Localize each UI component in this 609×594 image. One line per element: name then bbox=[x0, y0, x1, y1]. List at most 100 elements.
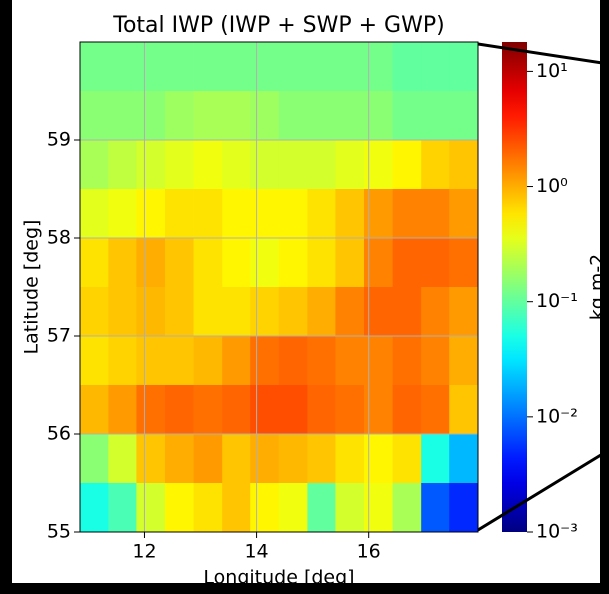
heatmap-cell bbox=[421, 42, 451, 92]
heatmap-cell bbox=[250, 434, 280, 484]
heatmap-cell bbox=[449, 238, 479, 288]
heatmap-cell bbox=[392, 42, 422, 92]
heatmap-cell bbox=[421, 434, 451, 484]
colorbar-tick-label: 10⁻³ bbox=[536, 521, 578, 543]
heatmap-cell bbox=[278, 385, 308, 435]
heatmap-cell bbox=[392, 238, 422, 288]
heatmap-cell bbox=[79, 336, 109, 386]
heatmap-cell bbox=[79, 42, 109, 92]
heatmap-cell bbox=[222, 189, 252, 239]
heatmap-cell bbox=[449, 91, 479, 141]
heatmap-cell bbox=[392, 287, 422, 337]
x-tick-label: 16 bbox=[357, 541, 381, 563]
heatmap-cell bbox=[278, 238, 308, 288]
plot-frame bbox=[79, 41, 479, 533]
heatmap-cell bbox=[335, 287, 365, 337]
heatmap-cell bbox=[165, 140, 194, 190]
heatmap-cell bbox=[79, 287, 109, 337]
heatmap-cell bbox=[250, 287, 280, 337]
heatmap-cell bbox=[335, 189, 365, 239]
heatmap-cell bbox=[193, 91, 223, 141]
heatmap-cell bbox=[193, 336, 223, 386]
heatmap-cell bbox=[136, 91, 166, 141]
heatmap-cell bbox=[165, 189, 194, 239]
heatmap-cell bbox=[392, 483, 422, 533]
y-tick-label: 55 bbox=[47, 521, 71, 543]
heatmap-cell bbox=[335, 336, 365, 386]
heatmap-cell bbox=[222, 238, 252, 288]
colorbar-label: kg m-2 bbox=[587, 254, 609, 321]
heatmap-cell bbox=[222, 336, 252, 386]
heatmap-cell bbox=[165, 483, 194, 533]
heatmap-cell bbox=[278, 287, 308, 337]
heatmap-cell bbox=[421, 483, 451, 533]
heatmap-cell bbox=[449, 385, 479, 435]
heatmap-cell bbox=[335, 42, 365, 92]
heatmap-cell bbox=[421, 287, 451, 337]
heatmap-cell bbox=[449, 42, 479, 92]
heatmap-cell bbox=[421, 385, 451, 435]
heatmap-cell bbox=[307, 287, 337, 337]
heatmap-cell bbox=[136, 140, 166, 190]
heatmap-cell bbox=[335, 91, 365, 141]
heatmap-cell bbox=[136, 238, 166, 288]
heatmap-cell bbox=[79, 434, 109, 484]
heatmap-cell bbox=[392, 434, 422, 484]
heatmap-cell bbox=[250, 385, 280, 435]
heatmap-cell bbox=[392, 336, 422, 386]
heatmap-cell bbox=[278, 483, 308, 533]
colorbar-tick-label: 10⁻² bbox=[536, 405, 578, 427]
heatmap-cell bbox=[421, 336, 451, 386]
heatmap-cell bbox=[449, 434, 479, 484]
heatmap-cell bbox=[108, 483, 138, 533]
heatmap-cell bbox=[307, 336, 337, 386]
heatmap-cell bbox=[165, 385, 194, 435]
heatmap-cell bbox=[335, 238, 365, 288]
heatmap-cell bbox=[392, 189, 422, 239]
heatmap-cell bbox=[136, 189, 166, 239]
heatmap-cell bbox=[79, 385, 109, 435]
x-axis-label: Longitude [deg] bbox=[203, 567, 354, 589]
heatmap-cell bbox=[278, 189, 308, 239]
heatmap-cell bbox=[108, 91, 138, 141]
heatmap-cell bbox=[222, 91, 252, 141]
x-tick-label: 14 bbox=[244, 541, 268, 563]
heatmap-cell bbox=[250, 336, 280, 386]
heatmap-cell bbox=[250, 238, 280, 288]
heatmap-cell bbox=[108, 140, 138, 190]
heatmap-cell bbox=[278, 434, 308, 484]
heatmap-cell bbox=[79, 483, 109, 533]
heatmap-cell bbox=[250, 91, 280, 141]
heatmap-cell bbox=[335, 385, 365, 435]
heatmap-cell bbox=[108, 434, 138, 484]
heatmap-cell bbox=[165, 42, 194, 92]
heatmap-cell bbox=[108, 189, 138, 239]
x-tick-label: 12 bbox=[132, 541, 156, 563]
y-tick-label: 58 bbox=[47, 227, 71, 249]
zoom-line bbox=[477, 448, 609, 532]
heatmap-cell bbox=[449, 483, 479, 533]
heatmap-cell bbox=[136, 434, 166, 484]
heatmap-cell bbox=[222, 42, 252, 92]
heatmap-cell bbox=[193, 483, 223, 533]
heatmap-cell bbox=[193, 385, 223, 435]
heatmap-cell bbox=[421, 91, 451, 141]
heatmap-cell bbox=[307, 140, 337, 190]
heatmap-cell bbox=[307, 189, 337, 239]
heatmap-cell bbox=[136, 287, 166, 337]
heatmap-cell bbox=[335, 434, 365, 484]
colorbar bbox=[502, 42, 527, 532]
heatmap-cell bbox=[449, 189, 479, 239]
y-tick-label: 59 bbox=[47, 129, 71, 151]
heatmap-cell bbox=[278, 42, 308, 92]
heatmap-cell bbox=[307, 42, 337, 92]
heatmap-cell bbox=[307, 483, 337, 533]
heatmap-cell bbox=[222, 287, 252, 337]
heatmap-cell bbox=[79, 189, 109, 239]
heatmap-cell bbox=[449, 140, 479, 190]
heatmap-cell bbox=[421, 189, 451, 239]
heatmap-cell bbox=[307, 91, 337, 141]
heatmap-cell bbox=[165, 91, 194, 141]
